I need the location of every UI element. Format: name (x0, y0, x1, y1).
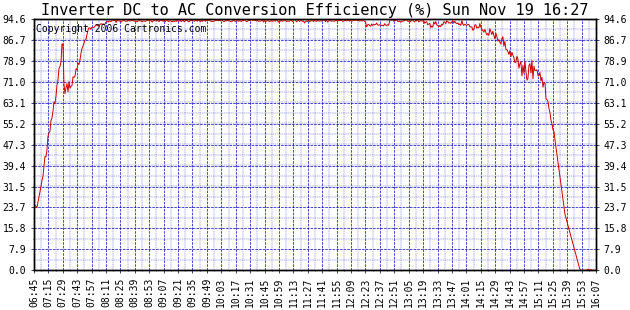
Text: Copyright 2006 Cartronics.com: Copyright 2006 Cartronics.com (36, 24, 206, 34)
Title: Inverter DC to AC Conversion Efficiency (%) Sun Nov 19 16:27: Inverter DC to AC Conversion Efficiency … (41, 3, 589, 18)
